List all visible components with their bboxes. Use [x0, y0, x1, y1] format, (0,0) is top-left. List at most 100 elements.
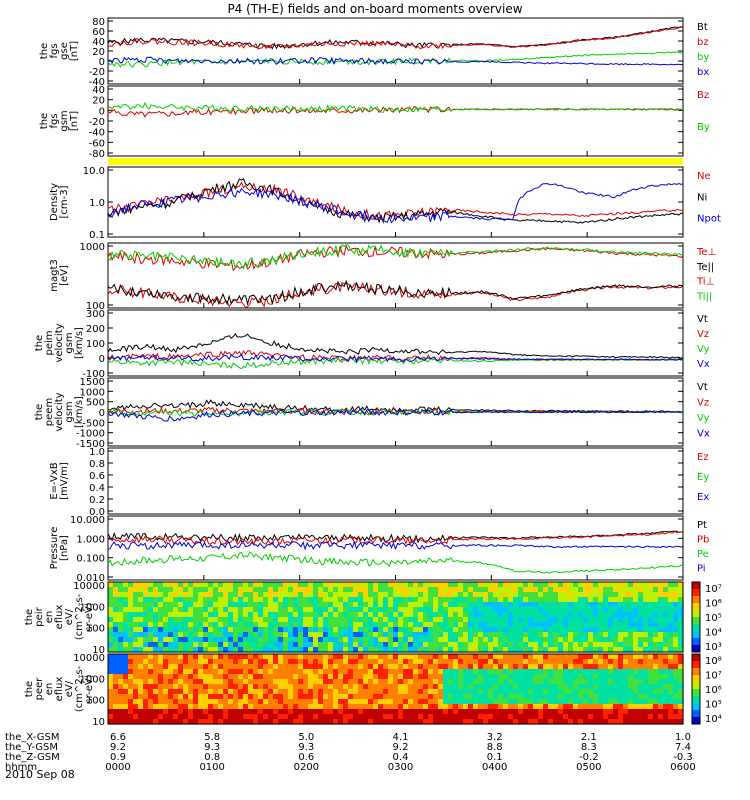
- spectrogram-cell: [283, 647, 289, 653]
- colorbar-segment: [692, 661, 700, 669]
- spectrogram-cell: [318, 669, 324, 675]
- spectrogram-cell: [308, 669, 314, 675]
- spectrogram-cell: [303, 627, 309, 633]
- spectrogram-cell: [533, 664, 539, 670]
- spectrogram-cell: [493, 704, 499, 710]
- spectrogram-cell: [598, 684, 604, 690]
- spectrogram-cell: [518, 617, 524, 623]
- spectrogram-cell: [293, 714, 299, 720]
- spectrogram-cell: [428, 694, 434, 700]
- spectrogram-cell: [638, 612, 644, 618]
- spectrogram-cell: [323, 694, 329, 700]
- spectrogram-cell: [618, 612, 624, 618]
- spectrogram-cell: [658, 684, 664, 690]
- spectrogram-cell: [283, 689, 289, 695]
- spectrogram-cell: [548, 627, 554, 633]
- spectrogram-cell: [253, 607, 259, 613]
- spectrogram-cell: [623, 602, 629, 608]
- spectrogram-cell: [108, 582, 114, 588]
- spectrogram-cell: [128, 714, 134, 720]
- spectrogram-cell: [288, 642, 294, 648]
- spectrogram-cell: [463, 632, 469, 638]
- spectrogram-cell: [493, 684, 499, 690]
- spectrogram-cell: [183, 709, 189, 715]
- spectrogram-cell: [463, 709, 469, 715]
- spectrogram-cell: [238, 654, 244, 660]
- spectrogram-cell: [148, 607, 154, 613]
- spectrogram-cell: [373, 674, 379, 680]
- spectrogram-cell: [323, 602, 329, 608]
- spectrogram-cell: [228, 704, 234, 710]
- spectrogram-cell: [358, 699, 364, 705]
- spectrogram-cell: [218, 669, 224, 675]
- spectrogram-cell: [403, 602, 409, 608]
- spectrogram-cell: [138, 587, 144, 593]
- spectrogram-cell: [243, 704, 249, 710]
- spectrogram-cell: [118, 647, 124, 653]
- spectrogram-cell: [368, 699, 374, 705]
- spectrogram-cell: [583, 627, 589, 633]
- spectrogram-cell: [523, 719, 529, 725]
- spectrogram-cell: [208, 709, 214, 715]
- spectrogram-cell: [443, 719, 449, 725]
- spectrogram-cell: [318, 612, 324, 618]
- legend-entry: Vx: [697, 429, 710, 440]
- spectrogram-cell: [608, 719, 614, 725]
- spectrogram-cell: [368, 679, 374, 685]
- spectrogram-cell: [308, 612, 314, 618]
- spectrogram-cell: [528, 617, 534, 623]
- spectrogram-cell: [658, 637, 664, 643]
- spectrogram-cell: [438, 597, 444, 603]
- spectrogram-cell: [133, 664, 139, 670]
- spectrogram-cell: [653, 612, 659, 618]
- spectrogram-cell: [658, 699, 664, 705]
- spectrogram-cell: [333, 582, 339, 588]
- spectrogram-cell: [208, 637, 214, 643]
- spectrogram-cell: [413, 637, 419, 643]
- spectrogram-cell: [173, 709, 179, 715]
- spectrogram-cell: [273, 592, 279, 598]
- spectrogram-cell: [198, 714, 204, 720]
- spectrogram-cell: [218, 714, 224, 720]
- spectrogram-cell: [548, 607, 554, 613]
- spectrogram-cell: [473, 587, 479, 593]
- spectrogram-cell: [558, 587, 564, 593]
- spectrogram-cell: [348, 602, 354, 608]
- colorbar-segment: [692, 682, 700, 690]
- spectrogram-cell: [343, 637, 349, 643]
- spectrogram-cell: [533, 582, 539, 588]
- spectrogram-cell: [533, 627, 539, 633]
- spectrogram-cell: [323, 679, 329, 685]
- spectrogram-cell: [308, 587, 314, 593]
- spectrogram-cell: [183, 607, 189, 613]
- spectrogram-cell: [263, 659, 269, 665]
- spectrogram-cell: [343, 694, 349, 700]
- spectrogram-cell: [303, 669, 309, 675]
- spectrogram-cell: [383, 612, 389, 618]
- spectrogram-cell: [653, 659, 659, 665]
- spectrogram-cell: [163, 612, 169, 618]
- y-axis-label: gsm: [59, 110, 70, 131]
- spectrogram-cell: [248, 587, 254, 593]
- spectrogram-cell: [653, 679, 659, 685]
- series-line: [107, 279, 684, 306]
- spectrogram-cell: [503, 622, 509, 628]
- spectrogram-cell: [423, 674, 429, 680]
- spectrogram-cell: [458, 647, 464, 653]
- spectrogram-cell: [368, 674, 374, 680]
- spectrogram-cell: [138, 659, 144, 665]
- spectrogram-cell: [128, 659, 134, 665]
- spectrogram-cell: [498, 602, 504, 608]
- spectrogram-cell: [368, 669, 374, 675]
- spectrogram-cell: [493, 689, 499, 695]
- spectrogram-cell: [178, 622, 184, 628]
- spectrogram-cell: [603, 714, 609, 720]
- spectrogram-cell: [483, 627, 489, 633]
- spectrogram-cell: [303, 674, 309, 680]
- spectrogram-cell: [398, 632, 404, 638]
- x-axis-value: 8.8: [487, 742, 503, 753]
- spectrogram-cell: [623, 607, 629, 613]
- spectrogram-cell: [263, 674, 269, 680]
- legend-entry: Vz: [697, 398, 709, 409]
- spectrogram-cell: [283, 699, 289, 705]
